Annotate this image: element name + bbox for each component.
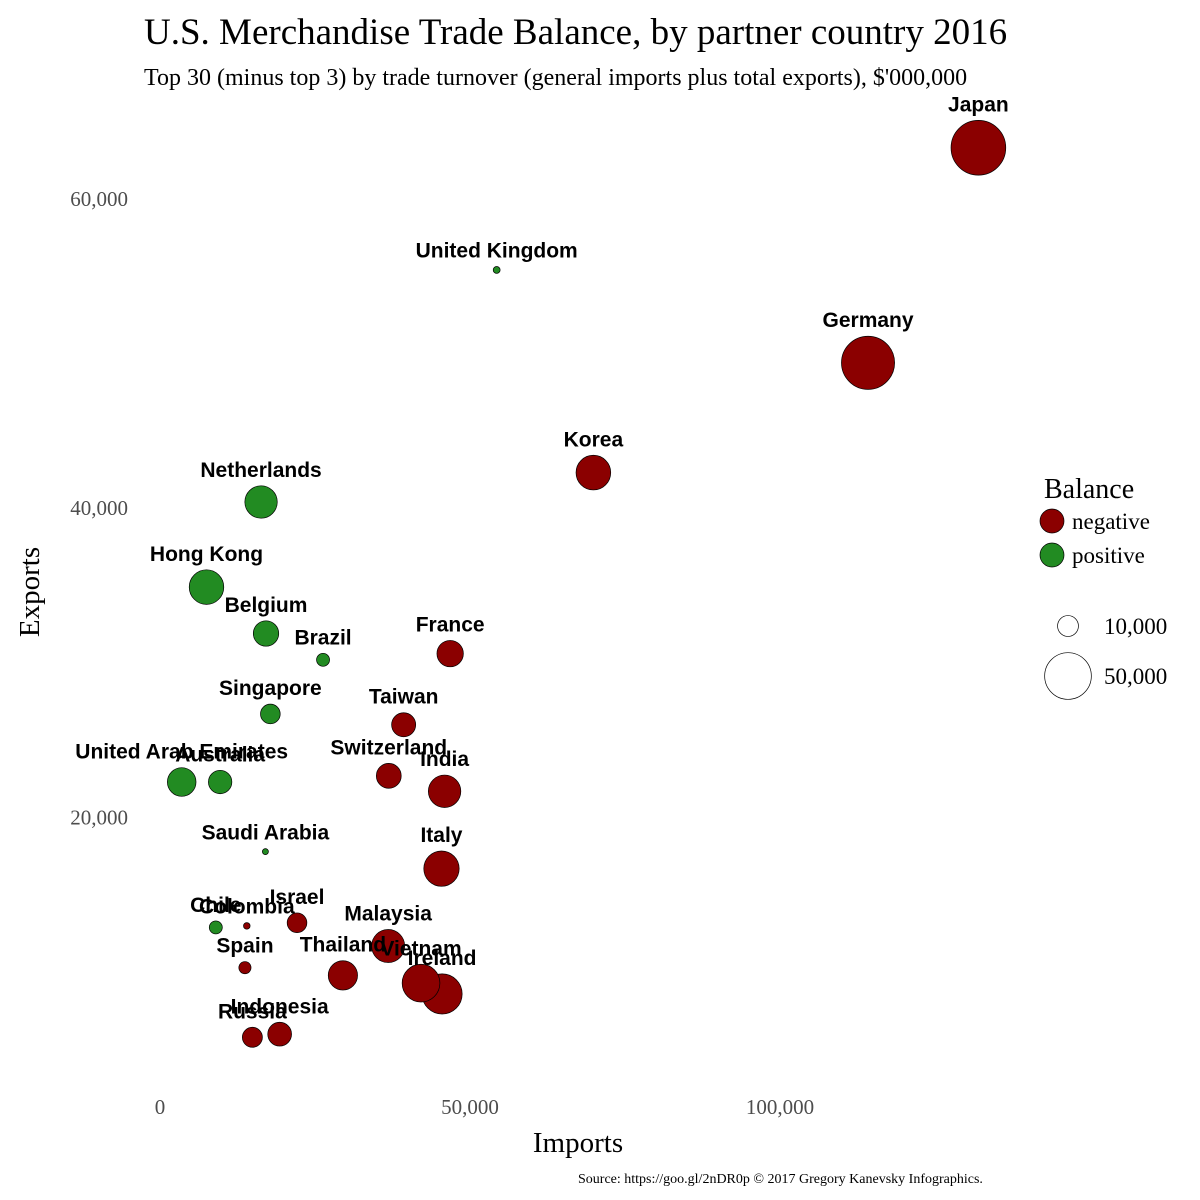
legend-size-small-key	[1057, 615, 1079, 637]
point-label: Germany	[823, 309, 914, 332]
x-axis-title: Imports	[533, 1127, 623, 1159]
legend-negative-label: negative	[1072, 509, 1150, 534]
legend-negative-key	[1039, 508, 1065, 534]
data-point	[252, 620, 280, 647]
legend-size-large-key	[1044, 652, 1092, 700]
point-label: Israel	[270, 886, 325, 909]
legend: Balance negative positive 10,000 50,000	[1039, 474, 1167, 700]
data-point	[841, 335, 895, 390]
data-point	[327, 960, 358, 991]
data-point	[242, 1026, 263, 1048]
point-label: Vietnam	[380, 937, 461, 960]
point-label: Thailand	[300, 934, 386, 957]
y-axis-ticks: 20,000 40,000 60,000	[70, 187, 128, 830]
legend-size-large-label: 50,000	[1104, 664, 1167, 689]
source-note: Source: https://goo.gl/2nDR0p © 2017 Gre…	[578, 1172, 983, 1187]
legend-positive-label: positive	[1072, 543, 1145, 568]
point-labels: Japan United Kingdom Germany Korea Netherlan…	[75, 93, 1008, 1023]
data-point	[375, 763, 402, 789]
point-label: Chile	[190, 894, 241, 917]
data-point	[427, 774, 462, 808]
data-points	[167, 120, 1007, 1048]
y-tick-label: 20,000	[70, 806, 128, 830]
data-point	[208, 769, 233, 795]
point-label: Korea	[564, 428, 624, 451]
data-point	[188, 569, 225, 605]
data-point	[260, 703, 281, 725]
point-label: Taiwan	[369, 686, 439, 709]
y-tick-label: 60,000	[70, 187, 128, 211]
data-point	[391, 712, 417, 738]
point-label: Switzerland	[330, 736, 447, 759]
data-point	[167, 767, 197, 797]
point-label: Belgium	[225, 594, 308, 617]
y-axis-title: Exports	[14, 547, 46, 637]
point-label: Singapore	[219, 677, 322, 700]
point-label: Hong Kong	[150, 543, 263, 566]
point-label: Ireland	[408, 947, 477, 970]
data-point	[423, 850, 460, 887]
data-point	[208, 920, 223, 935]
point-label: United Arab Emirates	[75, 741, 288, 764]
data-point	[436, 640, 464, 668]
legend-title: Balance	[1044, 474, 1134, 505]
data-point	[950, 120, 1007, 176]
x-tick-label: 50,000	[441, 1095, 499, 1119]
point-label: Netherlands	[200, 459, 321, 482]
data-point	[371, 929, 406, 963]
legend-size-small-label: 10,000	[1104, 614, 1167, 639]
data-point	[286, 912, 308, 933]
point-label: Spain	[216, 935, 273, 958]
point-label: Colombia	[199, 896, 295, 919]
chart-subtitle: Top 30 (minus top 3) by trade turnover (…	[144, 65, 967, 91]
data-point	[267, 1021, 292, 1047]
point-label: Malaysia	[344, 902, 432, 925]
data-point	[238, 961, 252, 975]
data-point	[262, 848, 269, 855]
point-label: Indonesia	[231, 995, 329, 1018]
y-tick-label: 40,000	[70, 496, 128, 520]
point-label: Australia	[175, 743, 265, 766]
data-point	[492, 266, 501, 274]
x-tick-label: 100,000	[746, 1095, 814, 1119]
point-label: Saudi Arabia	[202, 822, 330, 845]
x-tick-label: 0	[155, 1095, 166, 1119]
point-label: France	[416, 613, 485, 636]
point-label: United Kingdom	[416, 240, 578, 263]
point-label: Italy	[420, 824, 462, 847]
point-label: Russia	[218, 1000, 287, 1023]
data-point	[316, 652, 330, 667]
point-label: Japan	[948, 93, 1009, 116]
data-point	[575, 454, 612, 491]
data-point	[243, 922, 251, 930]
chart-title: U.S. Merchandise Trade Balance, by partn…	[144, 12, 1007, 53]
x-axis-ticks: 0 50,000 100,000	[155, 1095, 814, 1119]
point-label: Brazil	[294, 626, 351, 649]
legend-positive-key	[1039, 542, 1065, 568]
point-label: India	[420, 748, 469, 771]
data-point	[401, 963, 441, 1003]
data-point	[244, 485, 278, 519]
